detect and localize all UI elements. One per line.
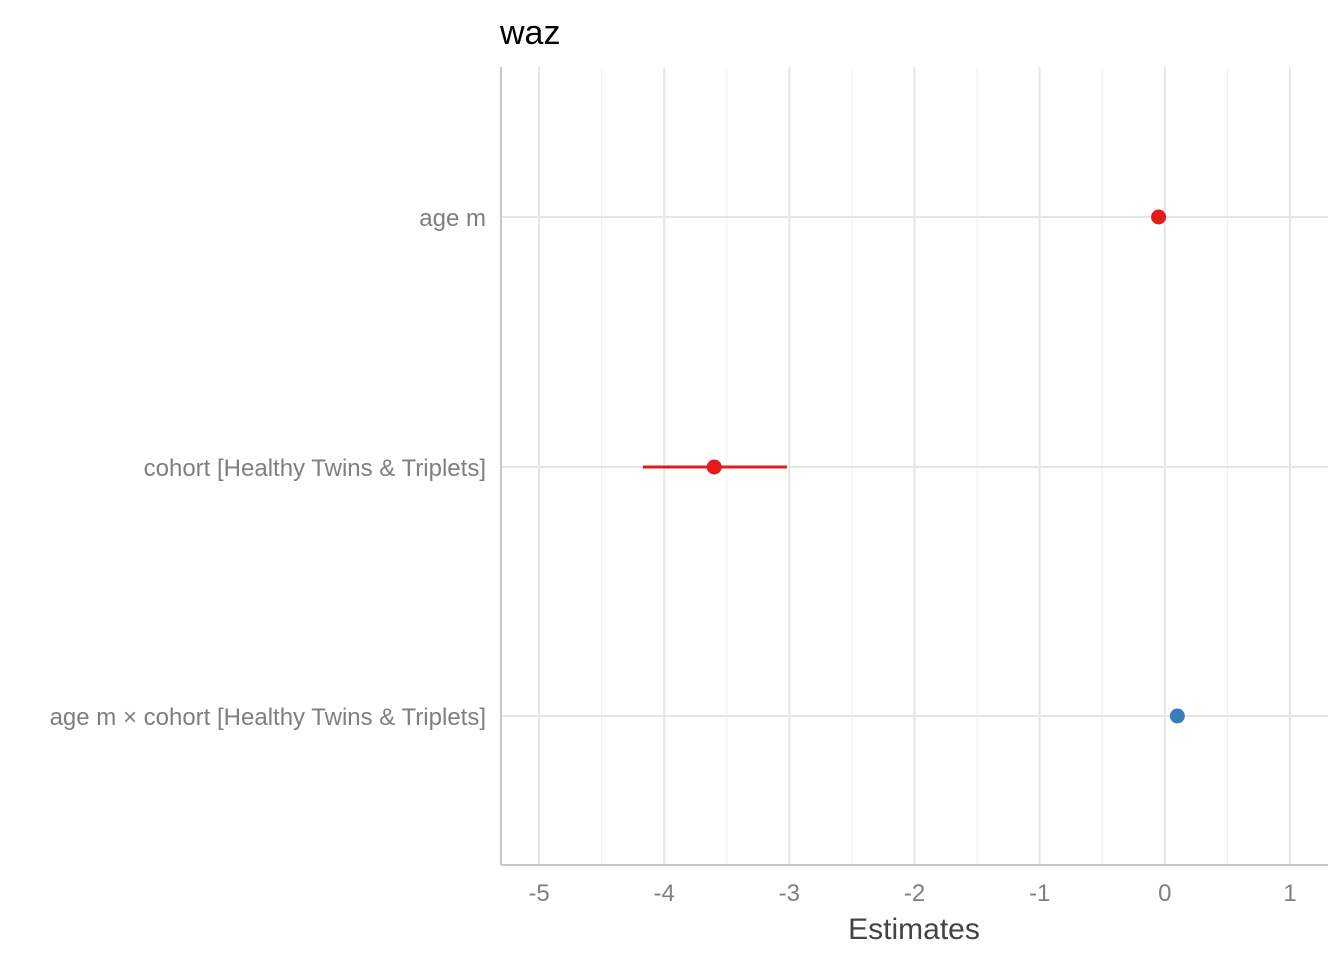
term-label: age m × cohort [Healthy Twins & Triplets… — [50, 704, 486, 731]
estimate-point — [1169, 708, 1185, 724]
major-gridlines — [501, 67, 1328, 865]
term-label: cohort [Healthy Twins & Triplets] — [144, 455, 486, 482]
x-tick-label: -1 — [1029, 880, 1050, 907]
estimate-marks — [642, 209, 1185, 724]
chart-title: waz — [499, 14, 560, 52]
x-tick-label: -5 — [528, 880, 549, 907]
x-tick-label: -4 — [653, 880, 674, 907]
x-tick-label: -2 — [904, 880, 925, 907]
y-axis-labels: age m cohort [Healthy Twins & Triplets] ag… — [50, 205, 486, 731]
x-tick-label: 0 — [1158, 880, 1171, 907]
x-tick-label: -3 — [779, 880, 800, 907]
x-tick-label: 1 — [1283, 880, 1296, 907]
estimate-point — [706, 459, 722, 475]
term-label: age m — [419, 205, 486, 232]
x-axis-ticks: -5 -4 -3 -2 -1 0 1 — [528, 880, 1296, 907]
estimate-point — [1151, 209, 1167, 225]
x-axis-label: Estimates — [848, 913, 980, 946]
